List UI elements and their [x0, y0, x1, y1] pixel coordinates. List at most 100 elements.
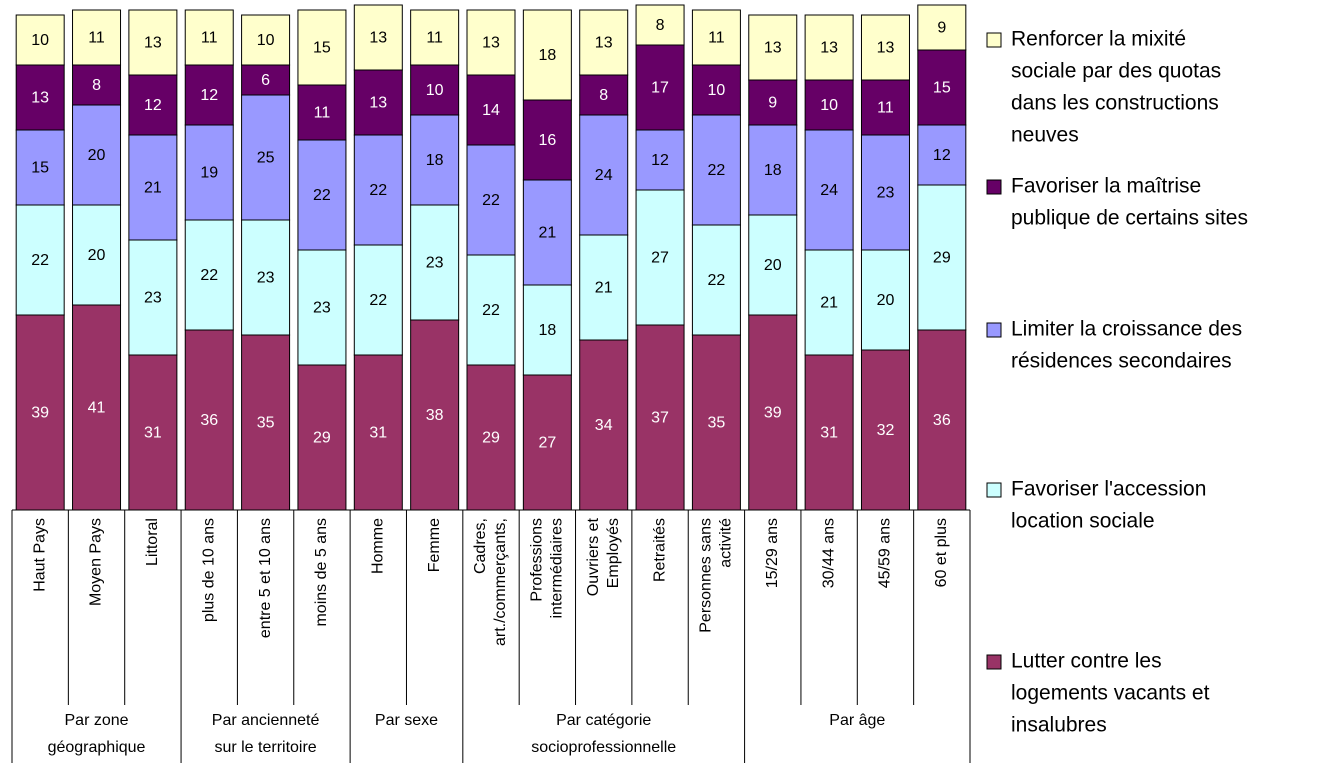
bar-segment [72, 304, 122, 511]
value-label: 22 [200, 267, 218, 284]
value-label: 11 [877, 100, 894, 117]
category-label: Employés [605, 518, 622, 588]
bar-segment [804, 129, 854, 251]
bar-segment [72, 204, 122, 306]
bar-segment [72, 9, 122, 66]
value-label: 23 [257, 270, 275, 287]
value-label: 16 [538, 132, 556, 149]
value-label: 17 [651, 80, 669, 97]
value-label: 29 [482, 430, 500, 447]
value-label: 22 [369, 292, 387, 309]
value-label: 11 [426, 30, 443, 47]
value-label: 22 [708, 162, 726, 179]
bar-segment [635, 324, 685, 511]
value-label: 27 [538, 435, 556, 452]
bar-segment [522, 374, 572, 511]
bar-segment [804, 249, 854, 356]
value-label: 13 [595, 35, 613, 52]
value-label: 19 [200, 165, 218, 182]
bar-segment [804, 79, 854, 131]
bar-segment [691, 9, 741, 66]
legend-label: location sociale [1011, 510, 1155, 533]
bar-segment [522, 99, 572, 181]
value-label: 15 [933, 80, 951, 97]
bar-segment [748, 14, 798, 81]
value-label: 37 [651, 410, 669, 427]
category-label: art./commerçants, [492, 518, 509, 646]
bar-segment [15, 129, 65, 206]
bar-segment [691, 334, 741, 511]
bar-segment [466, 254, 516, 366]
category-label: intermédiaires [549, 518, 566, 618]
legend-label: Lutter contre les [1011, 650, 1162, 673]
value-label: 29 [313, 430, 331, 447]
legend-swatch [986, 179, 1002, 195]
value-label: 13 [369, 30, 387, 47]
bar-segment [522, 284, 572, 376]
bar-segment [635, 4, 685, 46]
value-label: 18 [538, 322, 556, 339]
category-label: Personnes sans [698, 518, 715, 633]
value-label: 21 [538, 225, 556, 242]
bar-segment [128, 9, 178, 76]
value-label: 18 [426, 152, 444, 169]
legend-label: logements vacants et [1011, 682, 1210, 705]
bar-segment [353, 69, 403, 136]
bar-segment [691, 224, 741, 336]
legend-label: insalubres [1011, 714, 1107, 737]
legend-swatch [986, 32, 1002, 48]
bar-segment [410, 204, 460, 321]
category-label: plus de 10 ans [200, 518, 217, 622]
bar-segment [353, 244, 403, 356]
bar-segment [184, 329, 234, 511]
value-label: 25 [257, 150, 275, 167]
value-label: 22 [482, 302, 500, 319]
legend-label: Renforcer la mixité [1011, 28, 1186, 51]
value-label: 24 [820, 182, 838, 199]
legend-label: sociale par des quotas [1011, 60, 1221, 83]
value-label: 8 [92, 77, 101, 94]
bar-segment [72, 64, 122, 106]
value-label: 12 [144, 97, 162, 114]
bar-segment [241, 334, 291, 511]
value-label: 10 [31, 32, 49, 49]
value-label: 22 [313, 187, 331, 204]
bar-segment [691, 114, 741, 226]
bar-segment [579, 234, 629, 341]
group-label: Par ancienneté [212, 712, 320, 729]
bar-segment [410, 319, 460, 511]
bar-segment [184, 219, 234, 331]
legend-label: Limiter la croissance des [1011, 318, 1242, 341]
value-label: 36 [933, 412, 951, 429]
category-label: Moyen Pays [88, 518, 105, 606]
value-label: 34 [595, 417, 613, 434]
value-label: 32 [877, 422, 895, 439]
value-label: 18 [764, 162, 782, 179]
legend-swatch [986, 482, 1002, 498]
value-label: 14 [482, 102, 500, 119]
value-label: 15 [313, 40, 331, 57]
bar-segment [15, 204, 65, 316]
group-label: Par sexe [375, 712, 438, 729]
value-label: 22 [369, 182, 387, 199]
value-label: 20 [88, 247, 106, 264]
bar-segment [128, 74, 178, 136]
category-label: entre 5 et 10 ans [257, 518, 274, 638]
bar-segment [297, 139, 347, 251]
value-label: 11 [314, 105, 331, 122]
value-label: 38 [426, 407, 444, 424]
bar-segment [917, 329, 967, 511]
category-label: 60 et plus [933, 518, 950, 587]
bar-segment [15, 14, 65, 66]
value-label: 12 [933, 147, 951, 164]
value-label: 11 [708, 30, 725, 47]
value-label: 35 [708, 415, 726, 432]
value-label: 39 [31, 405, 49, 422]
category-label: moins de 5 ans [313, 518, 330, 627]
bar-segment [748, 124, 798, 216]
value-label: 27 [651, 250, 669, 267]
value-label: 21 [820, 295, 838, 312]
bar-segment [410, 64, 460, 116]
value-label: 13 [820, 40, 838, 57]
